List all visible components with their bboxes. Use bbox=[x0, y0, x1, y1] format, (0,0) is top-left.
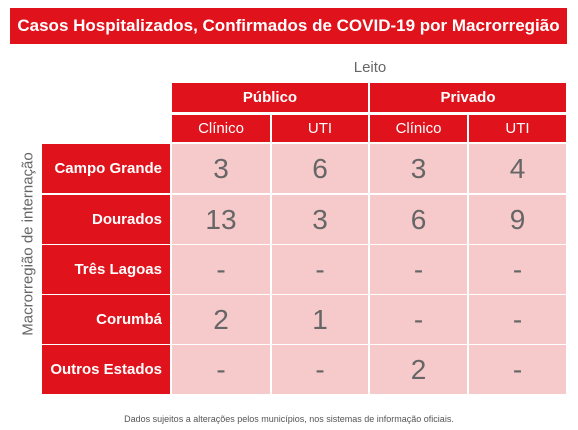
table-cell: - bbox=[172, 245, 270, 294]
footnote: Dados sujeitos a alterações pelos municí… bbox=[124, 414, 454, 424]
chart-title: Casos Hospitalizados, Confirmados de COV… bbox=[10, 8, 567, 44]
row-axis-label: Macrorregião de internação bbox=[19, 152, 37, 336]
column-header: UTI bbox=[272, 115, 368, 142]
table-cell: - bbox=[370, 295, 467, 344]
table-cell: 2 bbox=[370, 345, 467, 394]
row-header: Três Lagoas bbox=[42, 245, 170, 294]
group-header: Privado bbox=[370, 83, 566, 112]
row-header: Dourados bbox=[42, 195, 170, 244]
table-cell: 13 bbox=[172, 195, 270, 244]
group-header: Público bbox=[172, 83, 368, 112]
table-cell: - bbox=[370, 245, 467, 294]
table-cell: 9 bbox=[469, 195, 566, 244]
table-cell: 3 bbox=[172, 144, 270, 193]
row-header: Corumbá bbox=[42, 295, 170, 344]
table-cell: 1 bbox=[272, 295, 368, 344]
table-cell: 3 bbox=[370, 144, 467, 193]
table-cell: 6 bbox=[272, 144, 368, 193]
table-cell: 4 bbox=[469, 144, 566, 193]
column-header: UTI bbox=[469, 115, 566, 142]
row-header: Campo Grande bbox=[42, 144, 170, 193]
column-header: Clínico bbox=[370, 115, 467, 142]
table-cell: - bbox=[172, 345, 270, 394]
table-cell: - bbox=[272, 345, 368, 394]
column-axis-label: Leito bbox=[353, 59, 387, 76]
table-cell: 3 bbox=[272, 195, 368, 244]
table-cell: - bbox=[469, 345, 566, 394]
column-header: Clínico bbox=[172, 115, 270, 142]
table-cell: 2 bbox=[172, 295, 270, 344]
table-cell: - bbox=[272, 245, 368, 294]
row-header: Outros Estados bbox=[42, 345, 170, 394]
table-cell: 6 bbox=[370, 195, 467, 244]
table-cell: - bbox=[469, 295, 566, 344]
table-cell: - bbox=[469, 245, 566, 294]
